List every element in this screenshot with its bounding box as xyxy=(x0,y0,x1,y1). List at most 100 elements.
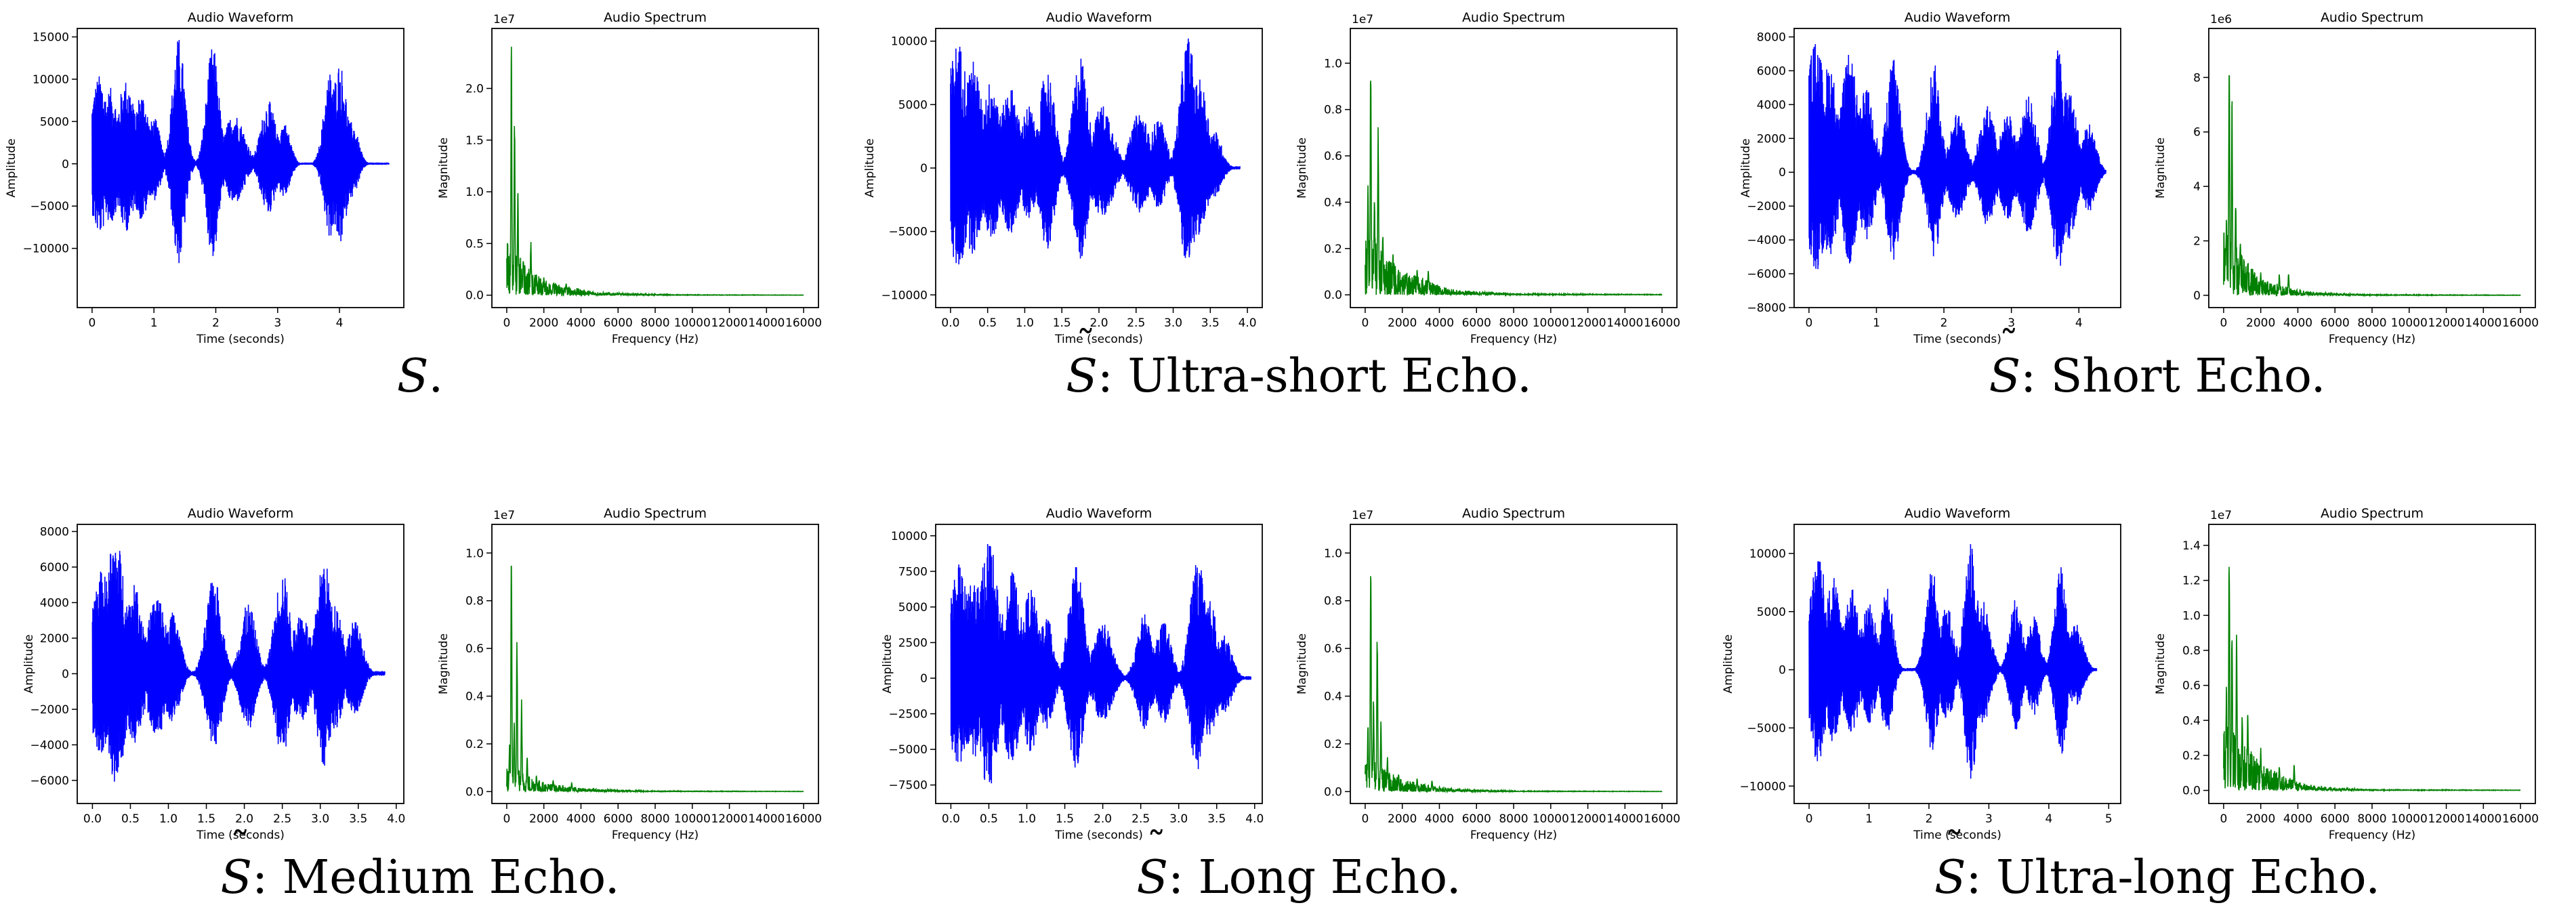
x-tick-label: 1.0 xyxy=(159,812,178,826)
caption-tilde: ˜ xyxy=(1999,323,2018,367)
audio-panel-4: Audio Waveform Time (seconds) Amplitude 0.0… xyxy=(22,506,822,904)
y-tick-label: 0.0 xyxy=(1324,289,1342,302)
x-tick-label: 8000 xyxy=(640,316,669,330)
waveform-line xyxy=(91,551,386,782)
x-tick-label: 4 xyxy=(2075,316,2083,330)
y-axis-label: Amplitude xyxy=(22,634,36,693)
x-tick-label: 2.5 xyxy=(273,812,291,826)
axes-frame xyxy=(1350,524,1678,804)
y-offset-label: 1e6 xyxy=(2210,13,2232,26)
x-axis-label: Frequency (Hz) xyxy=(1470,333,1557,346)
axes-frame xyxy=(1793,28,2121,308)
x-tick-label: 10000 xyxy=(2391,316,2428,330)
x-tick-label: 10000 xyxy=(1533,812,1569,826)
x-tick-label: 4000 xyxy=(1425,812,1454,826)
x-axis-label: Time (seconds) xyxy=(1913,333,2001,346)
x-tick-label: 6000 xyxy=(1462,316,1491,330)
x-tick-label: 16000 xyxy=(1644,812,1680,826)
axes-frame xyxy=(2208,524,2536,804)
x-tick-label: 1.5 xyxy=(1053,316,1071,330)
x-tick-label: 16000 xyxy=(2502,316,2539,330)
y-axis-label: Amplitude xyxy=(1739,138,1753,197)
x-tick-label: 8000 xyxy=(640,812,669,826)
caption-tilde: ˜ xyxy=(1077,323,1096,367)
axes-title: Audio Spectrum xyxy=(1462,506,1565,521)
x-tick-label: 3.0 xyxy=(311,812,329,826)
y-tick-label: 5000 xyxy=(898,601,928,614)
y-axis-label: Magnitude xyxy=(437,633,451,694)
x-tick-label: 12000 xyxy=(2428,316,2464,330)
y-tick-label: 10000 xyxy=(891,530,928,543)
x-tick-label: 16000 xyxy=(2502,812,2539,826)
x-tick-label: 2000 xyxy=(1388,812,1417,826)
x-tick-label: 2 xyxy=(1926,812,1933,826)
axes-frame xyxy=(491,28,819,308)
axes-frame xyxy=(1793,524,2121,804)
y-tick-label: 5000 xyxy=(40,115,69,129)
x-tick-label: 8000 xyxy=(2357,316,2386,330)
x-tick-label: 6000 xyxy=(604,812,633,826)
x-tick-label: 2000 xyxy=(1388,316,1417,330)
y-tick-label: 0.5 xyxy=(465,237,484,251)
y-axis-label: Amplitude xyxy=(863,138,877,197)
caption-tilde: ˜ xyxy=(1147,825,1166,869)
figure-caption: S: Ultra-short Echo. xyxy=(1066,350,1531,403)
caption-text: : Short Echo. xyxy=(2020,350,2325,403)
y-offset-label: 1e7 xyxy=(493,509,515,522)
y-tick-label: 1.0 xyxy=(2182,609,2201,623)
spectrum-line xyxy=(1365,576,1663,794)
x-tick-label: 5 xyxy=(2105,812,2113,826)
x-tick-label: 2000 xyxy=(529,812,558,826)
y-tick-label: 6000 xyxy=(40,561,69,575)
caption-text: : Ultra-short Echo. xyxy=(1098,350,1532,403)
y-tick-label: 15000 xyxy=(33,30,69,44)
x-axis-label: Frequency (Hz) xyxy=(612,829,699,842)
y-tick-label: 0.0 xyxy=(465,785,484,799)
y-tick-label: 5000 xyxy=(1757,606,1786,619)
y-offset-label: 1e7 xyxy=(1352,13,1373,26)
x-tick-label: 3.0 xyxy=(1169,812,1188,826)
waveform-line xyxy=(1808,44,2106,270)
y-tick-label: 1.4 xyxy=(2182,539,2201,553)
y-tick-label: 0 xyxy=(1779,166,1786,180)
waveform-line xyxy=(950,38,1241,265)
x-tick-label: 2000 xyxy=(529,316,558,330)
y-tick-label: −7500 xyxy=(888,779,928,793)
axes-title: Audio Spectrum xyxy=(604,10,707,25)
y-tick-label: 1.2 xyxy=(2182,575,2201,588)
axes-title: Audio Waveform xyxy=(188,10,294,25)
y-tick-label: 8000 xyxy=(40,525,69,539)
y-tick-label: 0.2 xyxy=(2182,749,2201,763)
caption-symbol: S xyxy=(220,851,252,904)
waveform-line xyxy=(1808,544,2098,779)
y-tick-label: −10000 xyxy=(23,243,69,256)
y-tick-label: −5000 xyxy=(30,200,69,213)
x-tick-label: 12000 xyxy=(711,316,747,330)
x-tick-label: 0.0 xyxy=(83,812,102,826)
x-tick-label: 4000 xyxy=(1425,316,1454,330)
y-axis-label: Amplitude xyxy=(1722,634,1735,693)
y-tick-label: 2000 xyxy=(1757,132,1786,146)
figure-caption: S: Short Echo. xyxy=(1989,350,2326,403)
x-axis-label: Frequency (Hz) xyxy=(1470,829,1557,842)
x-tick-label: 6000 xyxy=(1462,812,1491,826)
y-offset-label: 1e7 xyxy=(2210,509,2232,522)
y-tick-label: −6000 xyxy=(1747,268,1786,281)
axes-title: Audio Waveform xyxy=(188,506,294,521)
x-tick-label: 4.0 xyxy=(1239,316,1257,330)
x-axis-label: Frequency (Hz) xyxy=(612,333,699,346)
x-tick-label: 1 xyxy=(1865,812,1873,826)
y-tick-label: −10000 xyxy=(881,289,928,302)
figure-caption: S: Ultra-long Echo. xyxy=(1934,851,2380,904)
y-tick-label: −5000 xyxy=(1747,722,1786,735)
x-tick-label: 6000 xyxy=(2321,316,2350,330)
caption-text: : Long Echo. xyxy=(1168,851,1461,904)
x-tick-label: 2.0 xyxy=(1089,316,1108,330)
x-tick-label: 10000 xyxy=(2391,812,2428,826)
x-tick-label: 14000 xyxy=(1606,812,1643,826)
y-tick-label: 4 xyxy=(2193,180,2201,194)
y-tick-label: 1.0 xyxy=(1324,57,1342,70)
x-tick-label: 16000 xyxy=(785,316,822,330)
x-tick-label: 6000 xyxy=(604,316,633,330)
